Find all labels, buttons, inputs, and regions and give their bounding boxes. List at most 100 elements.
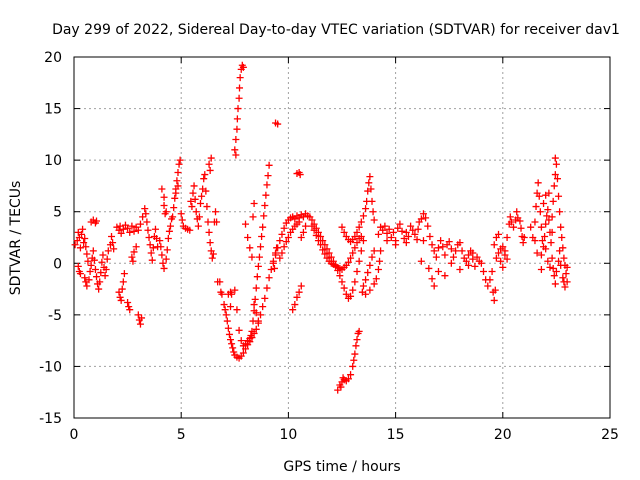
data-point <box>78 230 86 238</box>
data-point <box>205 160 213 168</box>
data-point <box>117 229 125 237</box>
data-point <box>471 262 479 270</box>
data-point <box>402 239 410 247</box>
data-point <box>291 301 299 309</box>
data-point <box>495 230 503 238</box>
data-point <box>261 202 269 210</box>
data-point <box>372 275 380 283</box>
data-point <box>464 251 472 259</box>
data-point <box>369 208 377 216</box>
data-point <box>334 386 342 394</box>
data-point <box>82 243 90 251</box>
data-point <box>247 331 255 339</box>
data-point <box>134 226 142 234</box>
data-point <box>236 74 244 82</box>
data-point <box>200 175 208 183</box>
data-point <box>174 182 182 190</box>
data-point <box>336 272 344 280</box>
data-point <box>208 254 216 262</box>
data-point <box>542 245 550 253</box>
data-point <box>458 247 466 255</box>
data-point <box>81 235 89 243</box>
data-point <box>278 249 286 257</box>
data-point <box>519 239 527 247</box>
data-point <box>424 222 432 230</box>
data-point <box>531 237 539 245</box>
data-point <box>362 205 370 213</box>
data-point <box>255 253 263 261</box>
data-point <box>501 251 509 259</box>
data-point <box>164 235 172 243</box>
data-point <box>194 222 202 230</box>
data-point <box>189 189 197 197</box>
data-point <box>310 226 318 234</box>
x-tick-label: 25 <box>601 427 619 443</box>
data-point <box>250 199 258 207</box>
data-point <box>447 259 455 267</box>
data-point <box>426 232 434 240</box>
data-point <box>81 274 89 282</box>
data-point <box>503 234 511 241</box>
data-point <box>192 208 200 216</box>
data-point <box>425 264 433 272</box>
data-point <box>428 241 436 249</box>
data-point <box>490 241 498 249</box>
data-point <box>506 213 514 221</box>
data-point <box>377 247 385 255</box>
data-point <box>175 160 183 168</box>
data-point <box>381 222 389 230</box>
data-point <box>91 265 99 273</box>
data-point <box>293 293 301 301</box>
data-point <box>557 223 565 231</box>
data-point <box>400 235 408 243</box>
data-point <box>562 270 570 278</box>
data-point <box>204 218 212 226</box>
data-point <box>490 296 498 304</box>
data-point <box>242 220 250 228</box>
data-point <box>556 208 564 216</box>
data-point <box>497 245 505 253</box>
data-point <box>143 218 151 226</box>
data-point <box>196 199 204 207</box>
data-point <box>129 257 137 265</box>
data-point <box>549 197 557 205</box>
data-point <box>124 224 132 232</box>
data-point <box>116 222 124 230</box>
data-point <box>217 288 225 296</box>
data-point <box>136 320 144 328</box>
data-point <box>344 258 352 266</box>
data-point <box>389 228 397 236</box>
data-point <box>338 223 346 231</box>
data-point <box>120 270 128 278</box>
data-point <box>90 256 98 264</box>
data-point <box>177 210 185 218</box>
data-point <box>556 247 564 255</box>
plot-frame <box>73 56 611 419</box>
data-point <box>437 237 445 245</box>
data-point <box>276 237 284 245</box>
data-point <box>117 296 125 304</box>
data-point <box>559 274 567 282</box>
data-point <box>430 247 438 255</box>
data-point <box>544 206 552 214</box>
data-point <box>93 217 101 225</box>
data-point <box>532 203 540 211</box>
data-point <box>130 248 138 256</box>
data-point <box>299 228 307 236</box>
data-point <box>128 222 136 230</box>
data-point <box>353 268 361 276</box>
data-point <box>374 230 382 238</box>
data-point <box>257 243 265 251</box>
data-point <box>74 262 82 270</box>
data-point <box>340 284 348 292</box>
data-point <box>206 166 214 174</box>
data-point <box>543 212 551 220</box>
data-point <box>172 189 180 197</box>
data-point <box>147 249 155 257</box>
data-point <box>352 342 360 350</box>
data-point <box>362 276 370 284</box>
data-point <box>357 247 365 255</box>
data-point <box>239 349 247 357</box>
data-point <box>213 218 221 226</box>
y-tick-label: 5 <box>53 205 62 221</box>
